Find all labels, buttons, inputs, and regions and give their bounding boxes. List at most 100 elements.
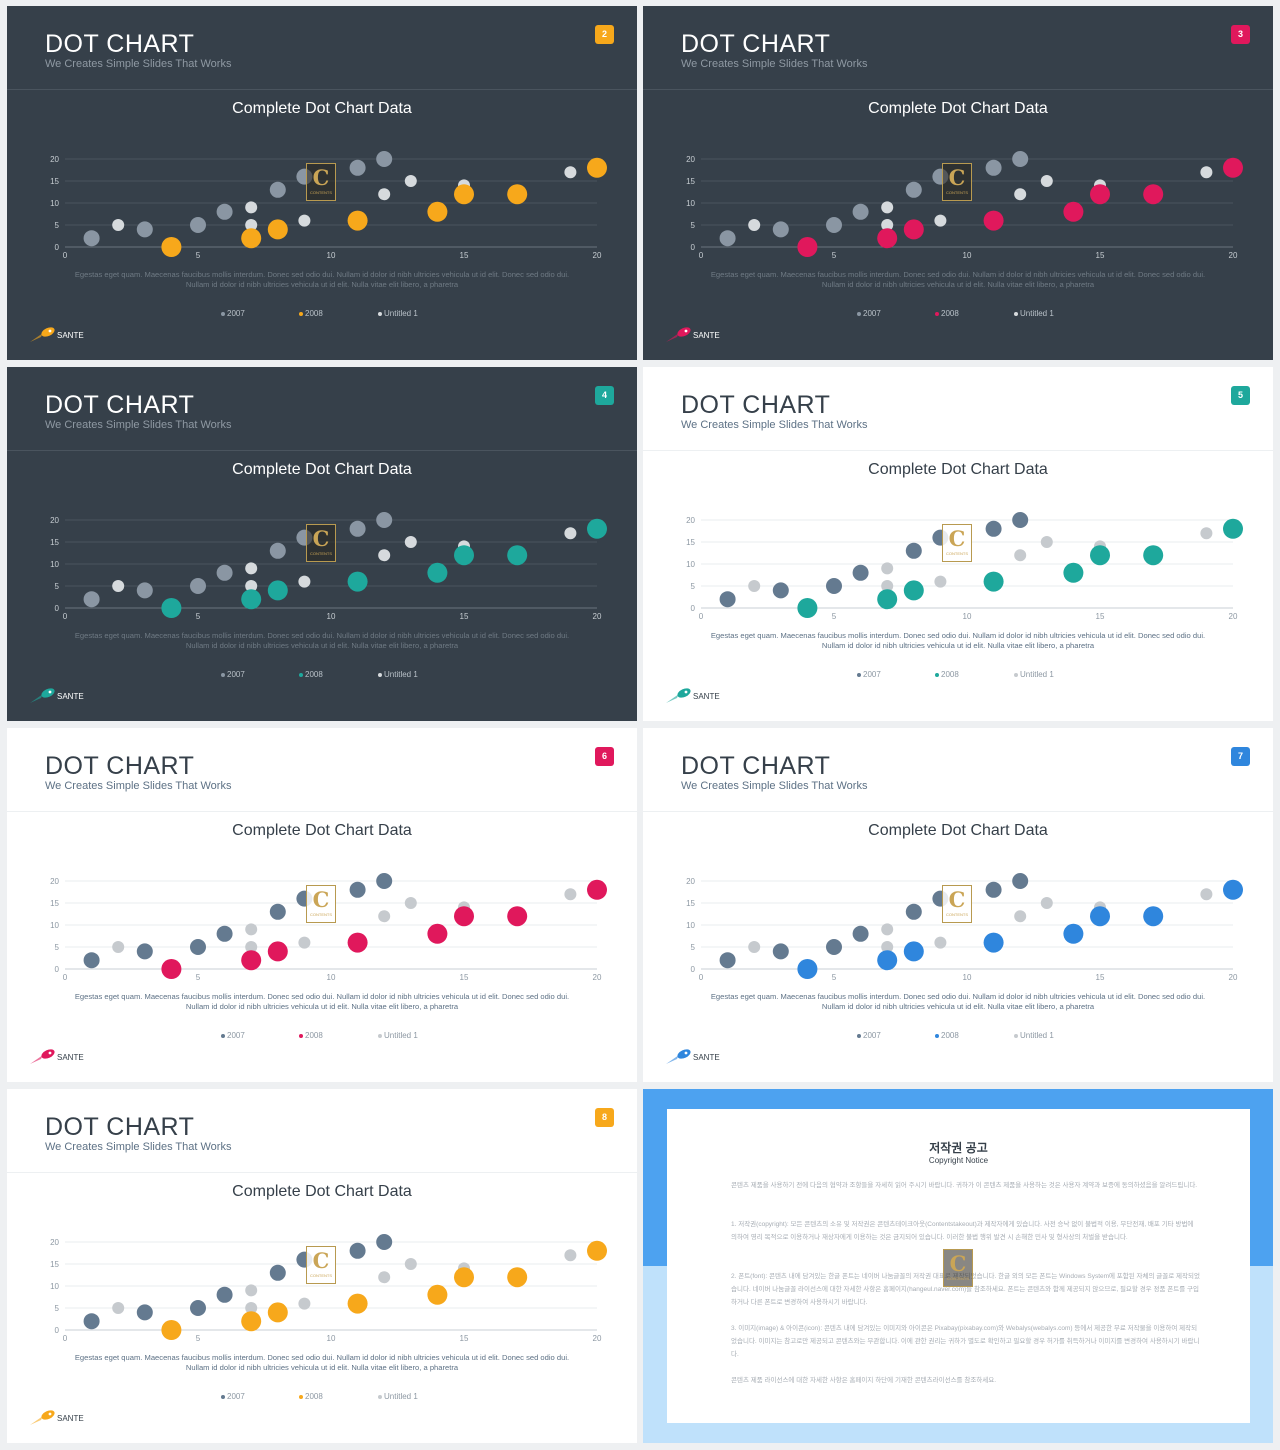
data-point-untitled-1 bbox=[1200, 888, 1213, 901]
dot-chart: 0 5 10 15 20 0 5 10 15 20 bbox=[686, 512, 1243, 621]
description-line-2: Nullam id dolor id nibh ultricies vehicu… bbox=[185, 1363, 459, 1372]
watermark-logo: C CONTENTS bbox=[306, 524, 336, 562]
data-point-2007 bbox=[136, 1304, 153, 1321]
x-tick-label: 10 bbox=[327, 1334, 336, 1343]
data-point-2008 bbox=[587, 518, 607, 539]
slide-7: DOT CHART We Creates Simple Slides That W… bbox=[643, 728, 1273, 1082]
rocket-icon bbox=[666, 688, 691, 703]
watermark-text: CONTENTS bbox=[947, 1276, 969, 1281]
y-tick-label: 0 bbox=[55, 604, 60, 613]
y-tick-label: 0 bbox=[55, 965, 60, 974]
legend-dot bbox=[1014, 1033, 1018, 1038]
data-point-2008 bbox=[427, 562, 448, 583]
y-tick-label: 10 bbox=[50, 1282, 59, 1291]
rocket-icon bbox=[30, 1049, 55, 1064]
legend-item: 2008 bbox=[299, 1392, 323, 1401]
legend-item: Untitled 1 bbox=[1014, 670, 1054, 679]
x-tick-label: 5 bbox=[196, 251, 201, 260]
data-point-2007 bbox=[852, 564, 869, 581]
data-point-2007 bbox=[772, 582, 789, 599]
copyright-subtitle: Copyright Notice bbox=[928, 1156, 989, 1165]
chart-description: Egestas eget quam. Maecenas faucibus mol… bbox=[678, 992, 1238, 1012]
data-point-untitled-1 bbox=[404, 175, 417, 187]
data-point-2007 bbox=[985, 881, 1002, 898]
data-point-untitled-1 bbox=[1040, 897, 1053, 909]
y-tick-label: 0 bbox=[55, 243, 60, 252]
legend-label: Untitled 1 bbox=[1020, 1031, 1054, 1040]
legend-item: Untitled 1 bbox=[378, 309, 418, 318]
x-tick-label: 10 bbox=[963, 251, 972, 260]
data-point-2007 bbox=[376, 151, 393, 167]
legend-label: 2007 bbox=[227, 1392, 245, 1401]
slide-subtitle: We Creates Simple Slides That Works bbox=[45, 1141, 232, 1153]
watermark-letter: C bbox=[949, 1251, 967, 1276]
x-tick-label: 15 bbox=[1096, 612, 1105, 621]
slide-number-badge: 3 bbox=[1231, 25, 1250, 44]
legend-item: 2007 bbox=[221, 670, 245, 679]
slide-subtitle: We Creates Simple Slides That Works bbox=[45, 58, 232, 70]
data-point-untitled-1 bbox=[748, 219, 761, 231]
legend-dot bbox=[857, 672, 861, 677]
data-point-2008 bbox=[427, 201, 448, 222]
watermark-letter: C bbox=[312, 165, 330, 190]
x-tick-label: 5 bbox=[832, 251, 837, 260]
slide-title: DOT CHART bbox=[681, 30, 831, 58]
brand-name: SANTE bbox=[693, 692, 720, 701]
x-tick-label: 15 bbox=[460, 1334, 469, 1343]
x-tick-label: 0 bbox=[699, 612, 704, 621]
watermark-text: CONTENTS bbox=[946, 912, 968, 917]
data-point-untitled-1 bbox=[404, 536, 417, 548]
legend-dot bbox=[221, 1033, 225, 1038]
data-point-untitled-1 bbox=[298, 214, 311, 227]
data-point-untitled-1 bbox=[934, 575, 947, 588]
legend-label: 2007 bbox=[863, 670, 881, 679]
description-line-2: Nullam id dolor id nibh ultricies vehicu… bbox=[821, 641, 1095, 650]
description-line-1: Egestas eget quam. Maecenas faucibus mol… bbox=[710, 631, 1206, 640]
description-line-2: Nullam id dolor id nibh ultricies vehicu… bbox=[821, 280, 1095, 289]
dot-chart: 0 5 10 15 20 0 5 10 15 20 bbox=[50, 151, 607, 260]
y-tick-label: 10 bbox=[50, 560, 59, 569]
data-point-untitled-1 bbox=[298, 575, 311, 588]
data-point-untitled-1 bbox=[245, 941, 258, 953]
legend-dot bbox=[378, 311, 382, 316]
data-point-2008 bbox=[454, 1267, 474, 1288]
data-point-2007 bbox=[190, 939, 206, 955]
y-tick-label: 15 bbox=[50, 899, 59, 908]
watermark-logo: C CONTENTS bbox=[306, 1246, 336, 1284]
legend-dot bbox=[857, 1033, 861, 1038]
y-tick-label: 15 bbox=[50, 538, 59, 547]
data-point-untitled-1 bbox=[881, 562, 894, 575]
legend-label: 2008 bbox=[941, 1031, 959, 1040]
data-point-untitled-1 bbox=[112, 580, 125, 592]
y-tick-label: 10 bbox=[686, 560, 695, 569]
data-point-2008 bbox=[1143, 184, 1164, 205]
watermark-text: CONTENTS bbox=[310, 190, 332, 195]
data-point-untitled-1 bbox=[881, 941, 894, 953]
data-point-2008 bbox=[427, 1284, 448, 1305]
data-point-untitled-1 bbox=[748, 580, 761, 592]
y-tick-label: 20 bbox=[50, 1238, 59, 1247]
x-tick-label: 5 bbox=[196, 612, 201, 621]
chart-description: Egestas eget quam. Maecenas faucibus mol… bbox=[42, 270, 602, 290]
watermark-logo: C CONTENTS bbox=[942, 163, 972, 201]
legend-label: 2008 bbox=[305, 670, 323, 679]
data-point-2007 bbox=[269, 903, 286, 920]
data-point-2008 bbox=[797, 959, 818, 979]
data-point-untitled-1 bbox=[378, 188, 391, 201]
watermark-letter: C bbox=[948, 526, 966, 551]
dot-chart: 0 5 10 15 20 0 5 10 15 20 bbox=[686, 873, 1243, 982]
slide-subtitle: We Creates Simple Slides That Works bbox=[681, 419, 868, 431]
description-line-2: Nullam id dolor id nibh ultricies vehicu… bbox=[185, 1002, 459, 1011]
description-line-1: Egestas eget quam. Maecenas faucibus mol… bbox=[74, 631, 570, 640]
y-tick-label: 10 bbox=[686, 199, 695, 208]
data-point-untitled-1 bbox=[378, 1271, 391, 1284]
data-point-2007 bbox=[83, 230, 100, 247]
brand-name: SANTE bbox=[693, 331, 720, 340]
rocket-icon bbox=[30, 1410, 55, 1425]
legend-label: 2008 bbox=[305, 309, 323, 318]
data-point-2007 bbox=[83, 1313, 100, 1330]
data-point-2008 bbox=[161, 1320, 182, 1340]
data-point-2008 bbox=[241, 950, 262, 971]
data-point-2008 bbox=[507, 545, 528, 566]
watermark-text: CONTENTS bbox=[946, 551, 968, 556]
